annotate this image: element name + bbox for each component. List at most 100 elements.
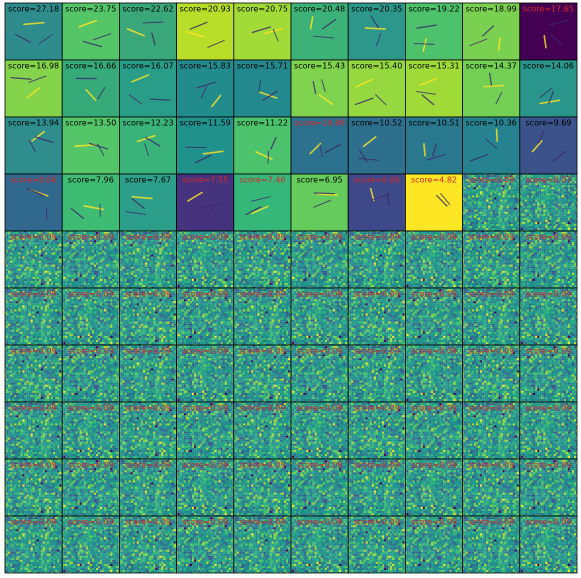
image-tile: score=0.09 <box>404 230 463 289</box>
score-label: score=11.22 <box>237 119 288 128</box>
tile-stroke <box>10 76 32 80</box>
tile-stroke <box>313 35 334 39</box>
tile-stroke <box>34 136 54 144</box>
tile-image <box>119 173 178 232</box>
tile-stroke <box>359 150 368 163</box>
tile-stroke <box>489 72 493 86</box>
score-label: score=0.09 <box>468 461 514 470</box>
score-label: score=10.52 <box>351 119 402 128</box>
score-label: score=0.09 <box>468 233 514 242</box>
image-tile: score=16.98 <box>4 59 63 118</box>
tile-stroke <box>203 206 212 220</box>
tile-stroke <box>196 81 216 89</box>
tile-stroke <box>144 136 161 147</box>
tile-image <box>61 287 120 346</box>
score-label: score=0.09 <box>68 233 114 242</box>
score-label: score=0.09 <box>239 347 285 356</box>
score-label: score=15.71 <box>237 62 288 71</box>
tile-image <box>233 401 292 460</box>
score-label: score=0.09 <box>11 347 57 356</box>
tile-stroke <box>187 191 203 202</box>
image-tile: score=0.09 <box>4 287 63 346</box>
score-label: score=0.09 <box>11 518 57 527</box>
image-tile: score=0.09 <box>61 515 120 574</box>
image-tile: score=16.07 <box>119 59 178 118</box>
score-label: score=0.09 <box>468 176 514 185</box>
tile-image <box>4 230 63 289</box>
tile-stroke <box>200 86 208 99</box>
score-label: score=0.09 <box>11 233 57 242</box>
tile-stroke <box>548 90 555 104</box>
tile-stroke <box>85 88 97 102</box>
image-tile: score=13.94 <box>4 116 63 175</box>
tile-stroke <box>426 154 446 161</box>
score-label: score=8.66 <box>11 176 57 185</box>
tile-image <box>462 344 521 403</box>
score-label: score=0.09 <box>468 404 514 413</box>
image-tile: score=0.09 <box>519 230 578 289</box>
tile-stroke <box>543 34 547 49</box>
score-label: score=0.09 <box>239 518 285 527</box>
tile-stroke <box>481 25 495 37</box>
image-tile: score=15.71 <box>233 59 292 118</box>
image-tile: score=0.09 <box>462 401 521 460</box>
tile-stroke <box>151 32 156 46</box>
image-tile: score=8.66 <box>4 173 63 232</box>
image-tile: score=0.09 <box>462 287 521 346</box>
score-label: score=0.09 <box>68 404 114 413</box>
tile-image <box>347 173 406 232</box>
tile-image <box>233 458 292 517</box>
tile-stroke <box>131 198 145 209</box>
score-label: score=0.09 <box>125 290 171 299</box>
tile-stroke <box>549 19 570 26</box>
tile-stroke <box>375 94 387 106</box>
tile-stroke <box>552 151 566 163</box>
score-label: score=0.09 <box>525 518 571 527</box>
score-label: score=27.18 <box>8 5 59 14</box>
score-label: score=0.09 <box>125 404 171 413</box>
image-tile: score=0.09 <box>119 287 178 346</box>
tile-stroke <box>23 21 45 26</box>
tile-image <box>233 173 292 232</box>
tile-stroke <box>201 202 221 210</box>
image-tile: score=6.95 <box>290 173 349 232</box>
image-tile: score=9.69 <box>519 116 578 175</box>
tile-image <box>462 401 521 460</box>
tile-image <box>404 2 463 61</box>
tile-stroke <box>321 19 337 30</box>
image-tile: score=0.09 <box>4 344 63 403</box>
tile-stroke <box>375 33 382 46</box>
tile-stroke <box>258 79 262 93</box>
tile-image <box>119 287 178 346</box>
tile-image <box>176 173 235 232</box>
tile-image <box>347 230 406 289</box>
image-tile: score=0.09 <box>61 230 120 289</box>
score-label: score=13.94 <box>8 119 59 128</box>
image-tile: score=7.96 <box>61 173 120 232</box>
score-label: score=13.50 <box>65 119 116 128</box>
image-tile: score=17.65 <box>519 2 578 61</box>
tile-stroke <box>245 206 262 216</box>
image-tile: score=22.62 <box>119 2 178 61</box>
score-label: score=11.59 <box>180 119 231 128</box>
score-label: score=0.09 <box>354 233 400 242</box>
tile-stroke <box>202 150 224 155</box>
tile-image <box>462 458 521 517</box>
score-label: score=0.09 <box>297 290 343 299</box>
tile-stroke <box>419 77 438 87</box>
score-label: score=20.35 <box>351 5 402 14</box>
score-label: score=0.09 <box>411 461 457 470</box>
tile-image <box>4 173 63 232</box>
tile-image <box>519 458 578 517</box>
score-label: score=0.09 <box>182 404 228 413</box>
tile-image <box>462 287 521 346</box>
image-tile: score=0.09 <box>462 173 521 232</box>
image-tile: score=0.09 <box>290 230 349 289</box>
score-label: score=0.09 <box>182 233 228 242</box>
image-tile: score=0.09 <box>4 401 63 460</box>
score-label: score=0.09 <box>239 233 285 242</box>
tile-image <box>176 230 235 289</box>
tile-stroke <box>369 187 375 202</box>
tile-stroke <box>255 151 273 160</box>
image-tile: score=0.09 <box>462 344 521 403</box>
